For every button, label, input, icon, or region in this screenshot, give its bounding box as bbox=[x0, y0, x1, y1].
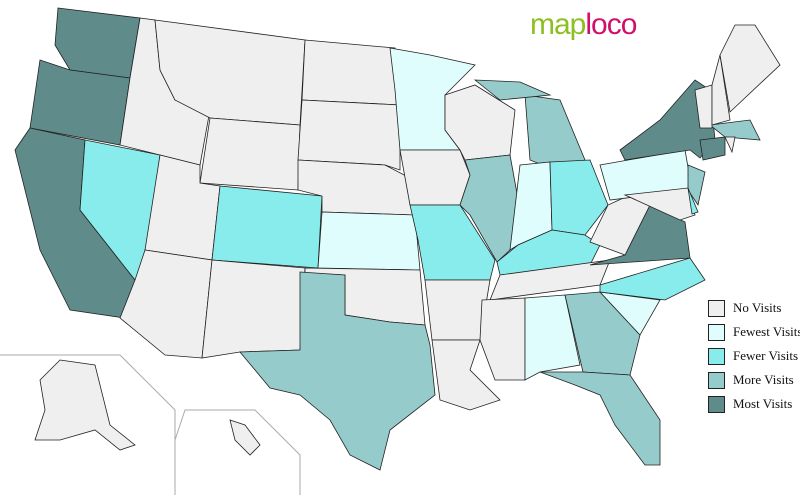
legend-swatch bbox=[708, 299, 725, 317]
legend-item-most: Most Visits bbox=[708, 392, 800, 416]
state-tx[interactable] bbox=[239, 271, 436, 471]
state-ma[interactable] bbox=[709, 119, 761, 141]
legend-item-fewest: Fewest Visits bbox=[708, 320, 800, 344]
state-al[interactable] bbox=[524, 294, 581, 381]
state-ct[interactable] bbox=[699, 136, 726, 161]
state-fl[interactable] bbox=[539, 371, 661, 466]
legend: No Visits Fewest Visits Fewer Visits Mor… bbox=[708, 296, 800, 416]
state-wy[interactable] bbox=[199, 117, 301, 191]
legend-swatch bbox=[708, 323, 725, 341]
hawaii-inset-frame bbox=[174, 409, 301, 495]
state-nm[interactable] bbox=[201, 259, 306, 359]
maploco-logo: maploco bbox=[530, 8, 637, 41]
legend-item-more: More Visits bbox=[708, 368, 800, 392]
state-co[interactable] bbox=[211, 185, 323, 269]
state-de[interactable] bbox=[687, 187, 699, 215]
state-nc[interactable] bbox=[599, 257, 706, 301]
state-md[interactable] bbox=[623, 187, 696, 221]
legend-swatch bbox=[708, 347, 725, 365]
legend-swatch bbox=[708, 395, 725, 413]
state-vt[interactable] bbox=[694, 84, 713, 129]
state-ia[interactable] bbox=[399, 149, 471, 206]
state-sd[interactable] bbox=[297, 99, 401, 171]
state-me[interactable] bbox=[719, 24, 781, 113]
alaska-inset-frame bbox=[0, 354, 176, 495]
state-nh[interactable] bbox=[711, 54, 731, 126]
state-ks[interactable] bbox=[317, 211, 421, 271]
legend-swatch bbox=[708, 371, 725, 389]
state-ak[interactable] bbox=[34, 359, 136, 451]
state-nj[interactable] bbox=[687, 164, 706, 207]
state-nd[interactable] bbox=[301, 39, 401, 106]
state-ms[interactable] bbox=[479, 297, 526, 381]
state-oh[interactable] bbox=[549, 159, 609, 236]
state-mi[interactable] bbox=[524, 94, 586, 171]
legend-item-fewer: Fewer Visits bbox=[708, 344, 800, 368]
state-ri[interactable] bbox=[724, 136, 736, 154]
state-hi[interactable] bbox=[229, 419, 261, 456]
legend-item-none: No Visits bbox=[708, 296, 800, 320]
state-wa[interactable] bbox=[54, 7, 141, 79]
state-mi[interactable] bbox=[473, 79, 552, 101]
state-ga[interactable] bbox=[564, 291, 641, 376]
